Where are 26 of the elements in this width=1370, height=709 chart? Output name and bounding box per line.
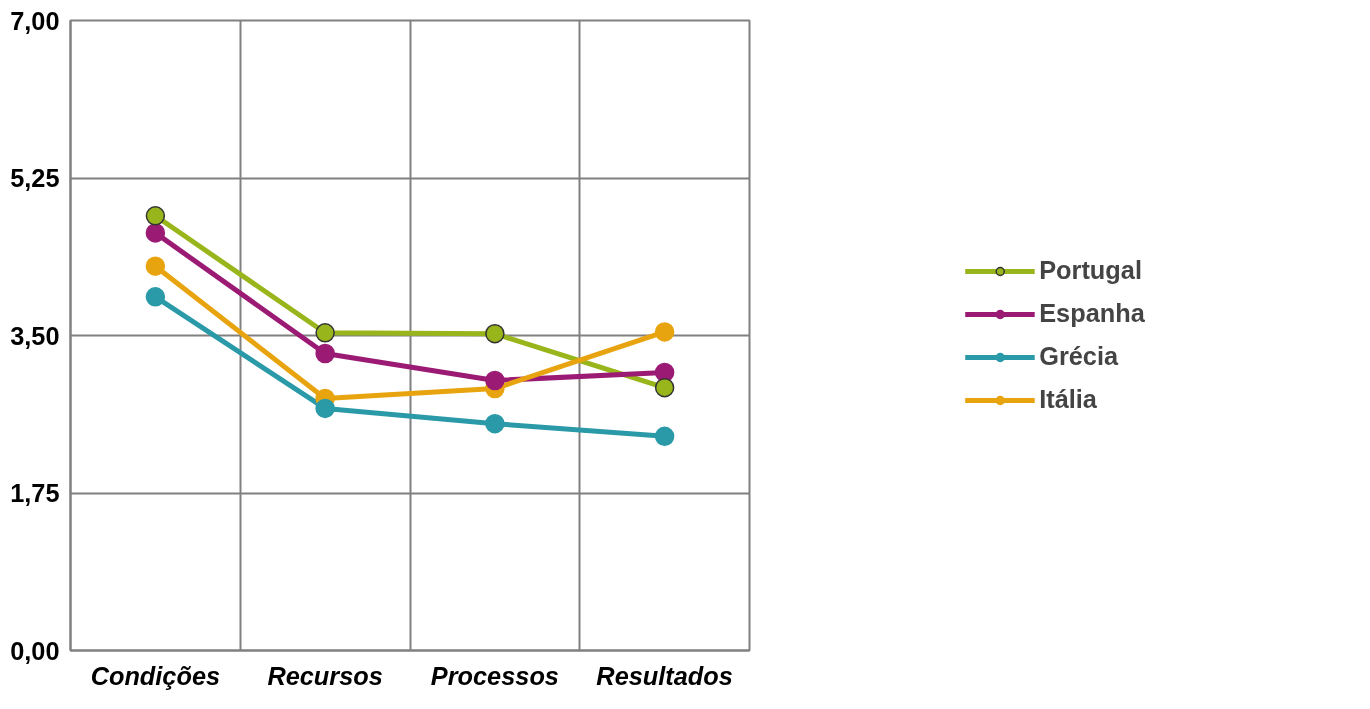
x-tick-label: Recursos <box>267 661 383 690</box>
x-tick-label: Condições <box>90 661 221 690</box>
point <box>654 426 675 447</box>
point <box>654 322 675 342</box>
point <box>145 223 166 243</box>
point <box>485 413 505 434</box>
point <box>145 206 166 226</box>
point <box>315 398 335 419</box>
point <box>485 370 505 391</box>
y-tick-label: 5,25 <box>10 164 60 192</box>
point <box>145 287 166 307</box>
y-tick-label: 1,75 <box>10 479 60 507</box>
point <box>315 323 335 343</box>
y-tick-label: 7,00 <box>10 6 60 35</box>
y-tick-label: 3,50 <box>10 321 60 350</box>
legend-label: Itália <box>1039 385 1098 414</box>
x-tick-label: Resultados <box>596 661 733 690</box>
legend-label: Portugal <box>1039 256 1142 285</box>
legend-label: Grécia <box>1039 342 1119 371</box>
point <box>315 343 335 364</box>
y-tick-label: 0,00 <box>10 636 60 665</box>
point <box>654 377 675 398</box>
point <box>145 256 166 276</box>
x-tick-label: Processos <box>430 661 559 690</box>
point <box>485 323 505 344</box>
legend-label: Espanha <box>1039 299 1145 328</box>
